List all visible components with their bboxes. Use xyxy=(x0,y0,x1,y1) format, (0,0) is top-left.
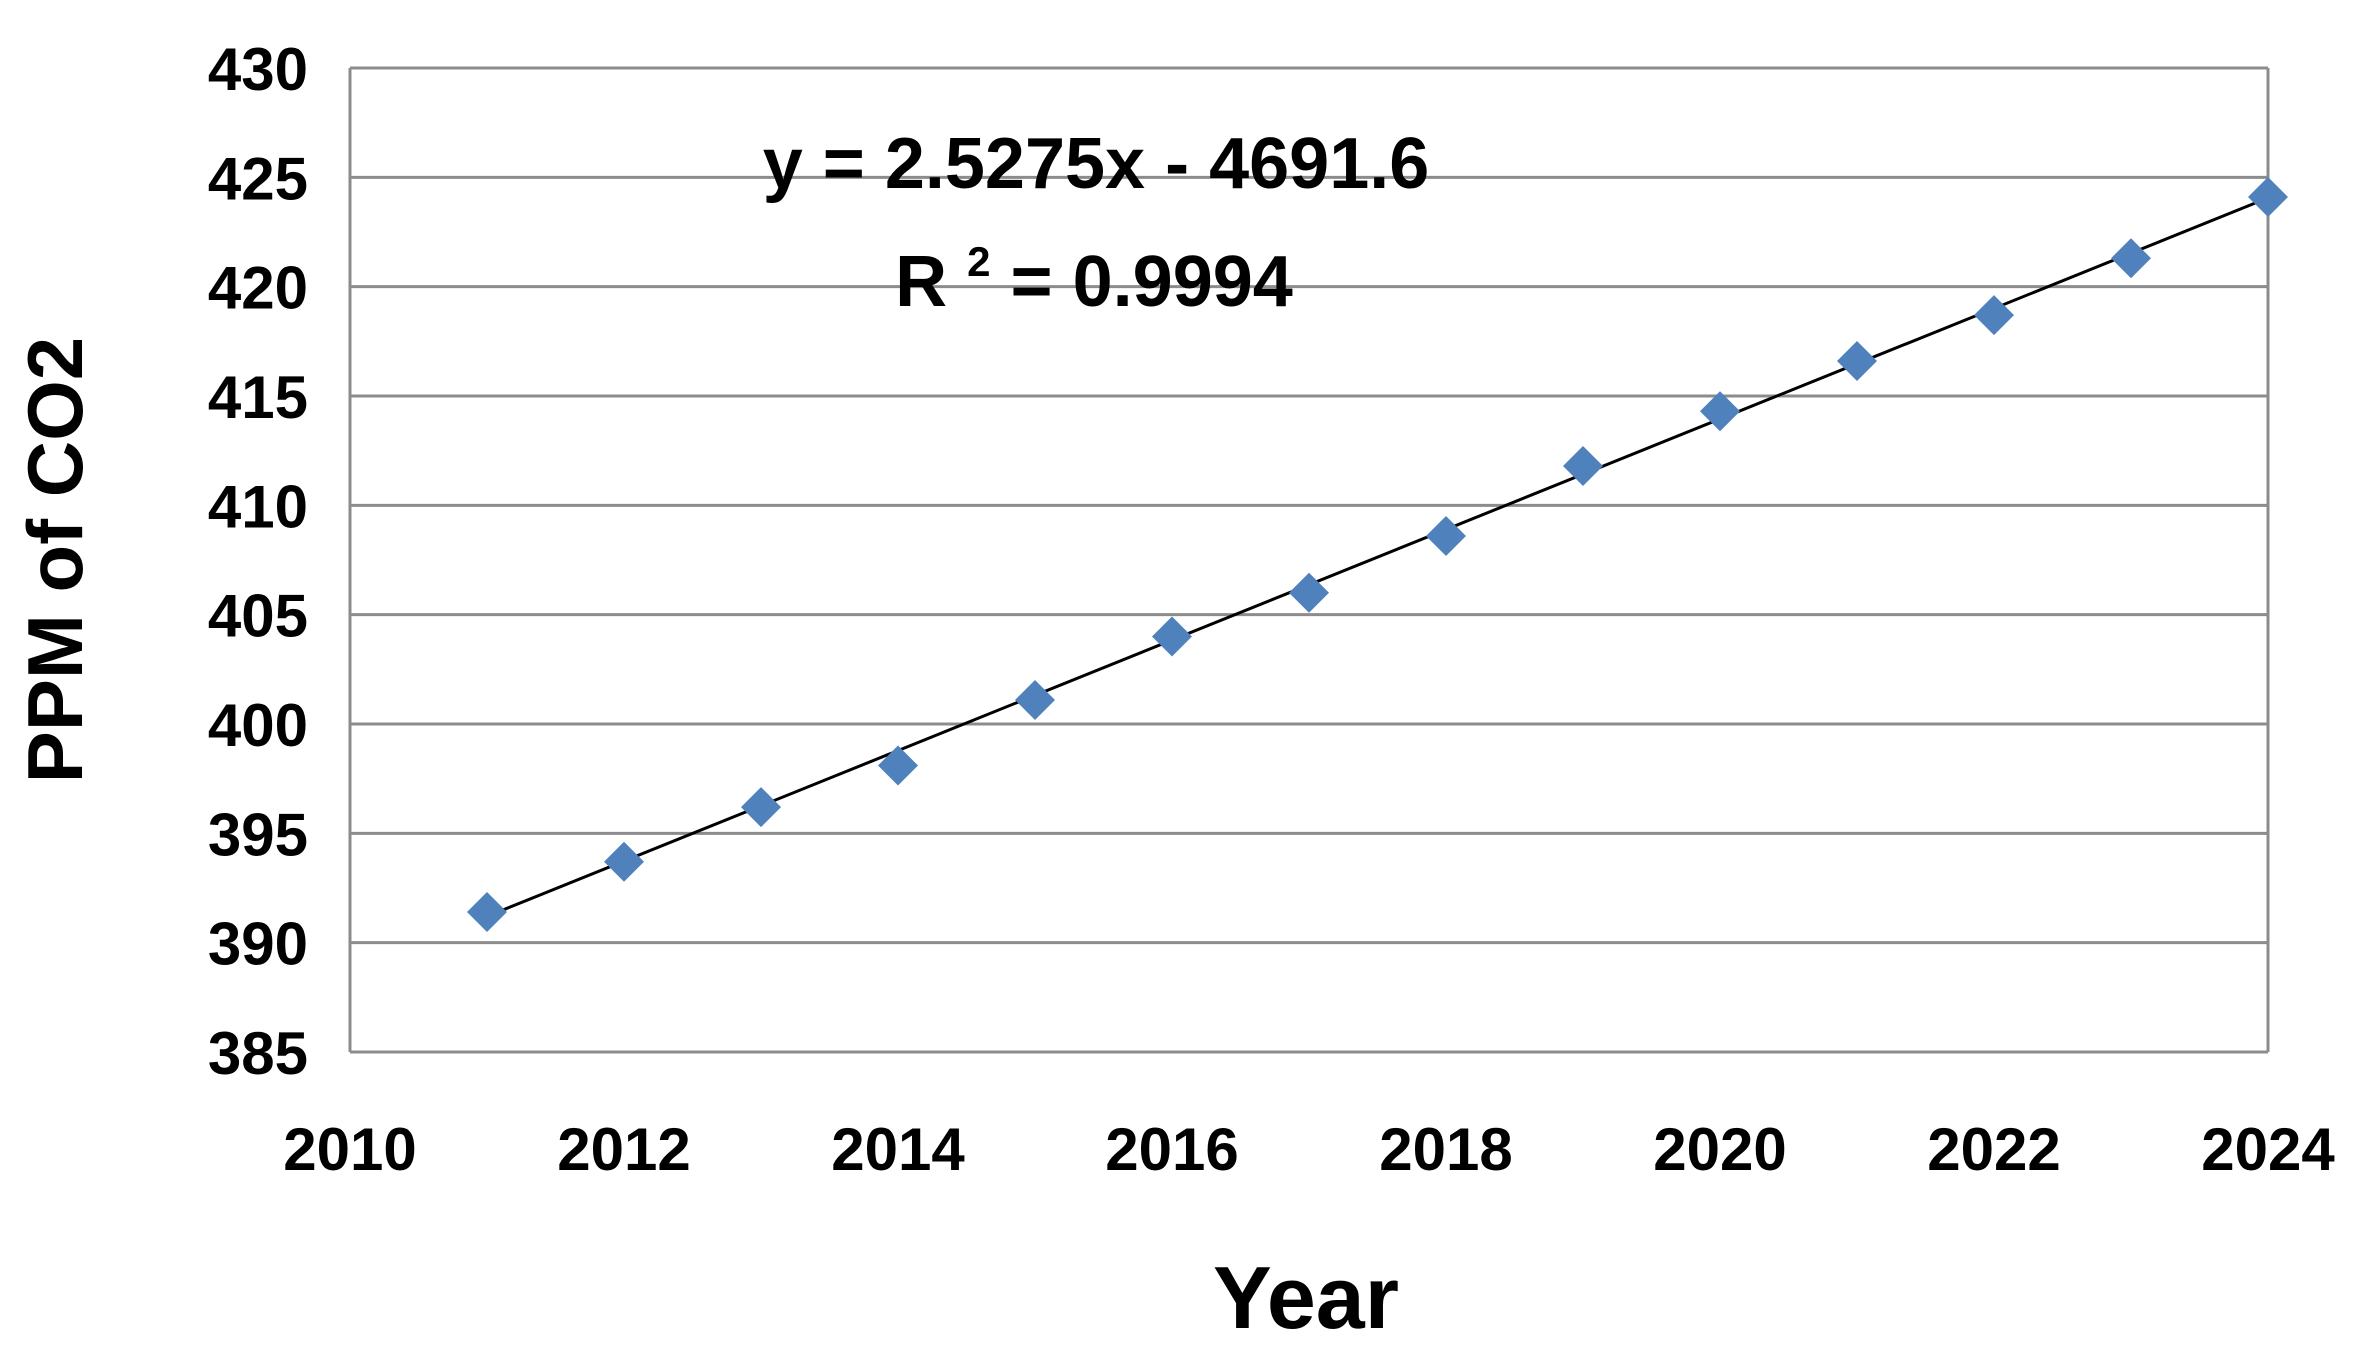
x-tick-label-2018: 2018 xyxy=(1379,1116,1512,1183)
trendline-layer xyxy=(486,196,2269,918)
y-tick-label-405: 405 xyxy=(208,583,308,650)
data-point-2024 xyxy=(2248,177,2288,218)
y-tick-label-415: 415 xyxy=(208,364,308,431)
x-tick-label-2024: 2024 xyxy=(2201,1116,2335,1183)
data-point-2016 xyxy=(1152,616,1192,657)
data-point-2020 xyxy=(1700,391,1740,432)
y-tick-label-430: 430 xyxy=(208,36,308,103)
data-point-2022 xyxy=(1974,295,2014,336)
r-squared-prefix: R xyxy=(895,242,947,322)
r-squared-superscript: 2 xyxy=(967,238,990,285)
x-axis-title: Year xyxy=(1213,1248,1399,1347)
y-tick-label-400: 400 xyxy=(208,692,308,759)
data-points xyxy=(467,177,2288,933)
x-tick-label-2012: 2012 xyxy=(557,1116,690,1183)
data-point-2023 xyxy=(2111,238,2151,279)
x-tick-labels: 2010 2012 2014 2016 2018 2020 2022 2024 xyxy=(283,1116,2335,1183)
data-point-2015 xyxy=(1015,679,1055,720)
data-point-2012 xyxy=(604,841,644,882)
data-point-2013 xyxy=(741,787,781,828)
y-tick-label-385: 385 xyxy=(208,1020,308,1087)
x-tick-label-2016: 2016 xyxy=(1105,1116,1238,1183)
data-point-2021 xyxy=(1837,341,1877,382)
x-tick-label-2014: 2014 xyxy=(831,1116,965,1183)
y-tick-label-420: 420 xyxy=(208,255,308,322)
data-point-2014 xyxy=(878,745,918,786)
y-tick-label-425: 425 xyxy=(208,145,308,212)
axes xyxy=(348,68,2270,1054)
x-tick-label-2020: 2020 xyxy=(1653,1116,1786,1183)
r-squared-value: = 0.9994 xyxy=(1011,242,1293,322)
y-tick-labels: 385 390 395 400 405 410 415 420 425 430 xyxy=(208,36,308,1087)
data-point-2019 xyxy=(1563,445,1603,486)
y-tick-label-390: 390 xyxy=(208,911,308,978)
x-tick-label-2022: 2022 xyxy=(1927,1116,2060,1183)
y-axis-title: PPM of CO2 xyxy=(11,337,99,783)
gridlines xyxy=(350,66,2268,945)
y-tick-label-410: 410 xyxy=(208,473,308,540)
r-squared-label: R 2 = 0.9994 xyxy=(895,212,1293,322)
data-point-2011 xyxy=(467,892,507,933)
linear-trendline xyxy=(486,196,2269,918)
data-point-2018 xyxy=(1426,515,1466,556)
y-tick-label-395: 395 xyxy=(208,801,308,868)
x-tick-label-2010: 2010 xyxy=(283,1116,416,1183)
trendline-equation: y = 2.5275x - 4691.6 xyxy=(763,124,1430,204)
data-point-2017 xyxy=(1289,572,1329,613)
